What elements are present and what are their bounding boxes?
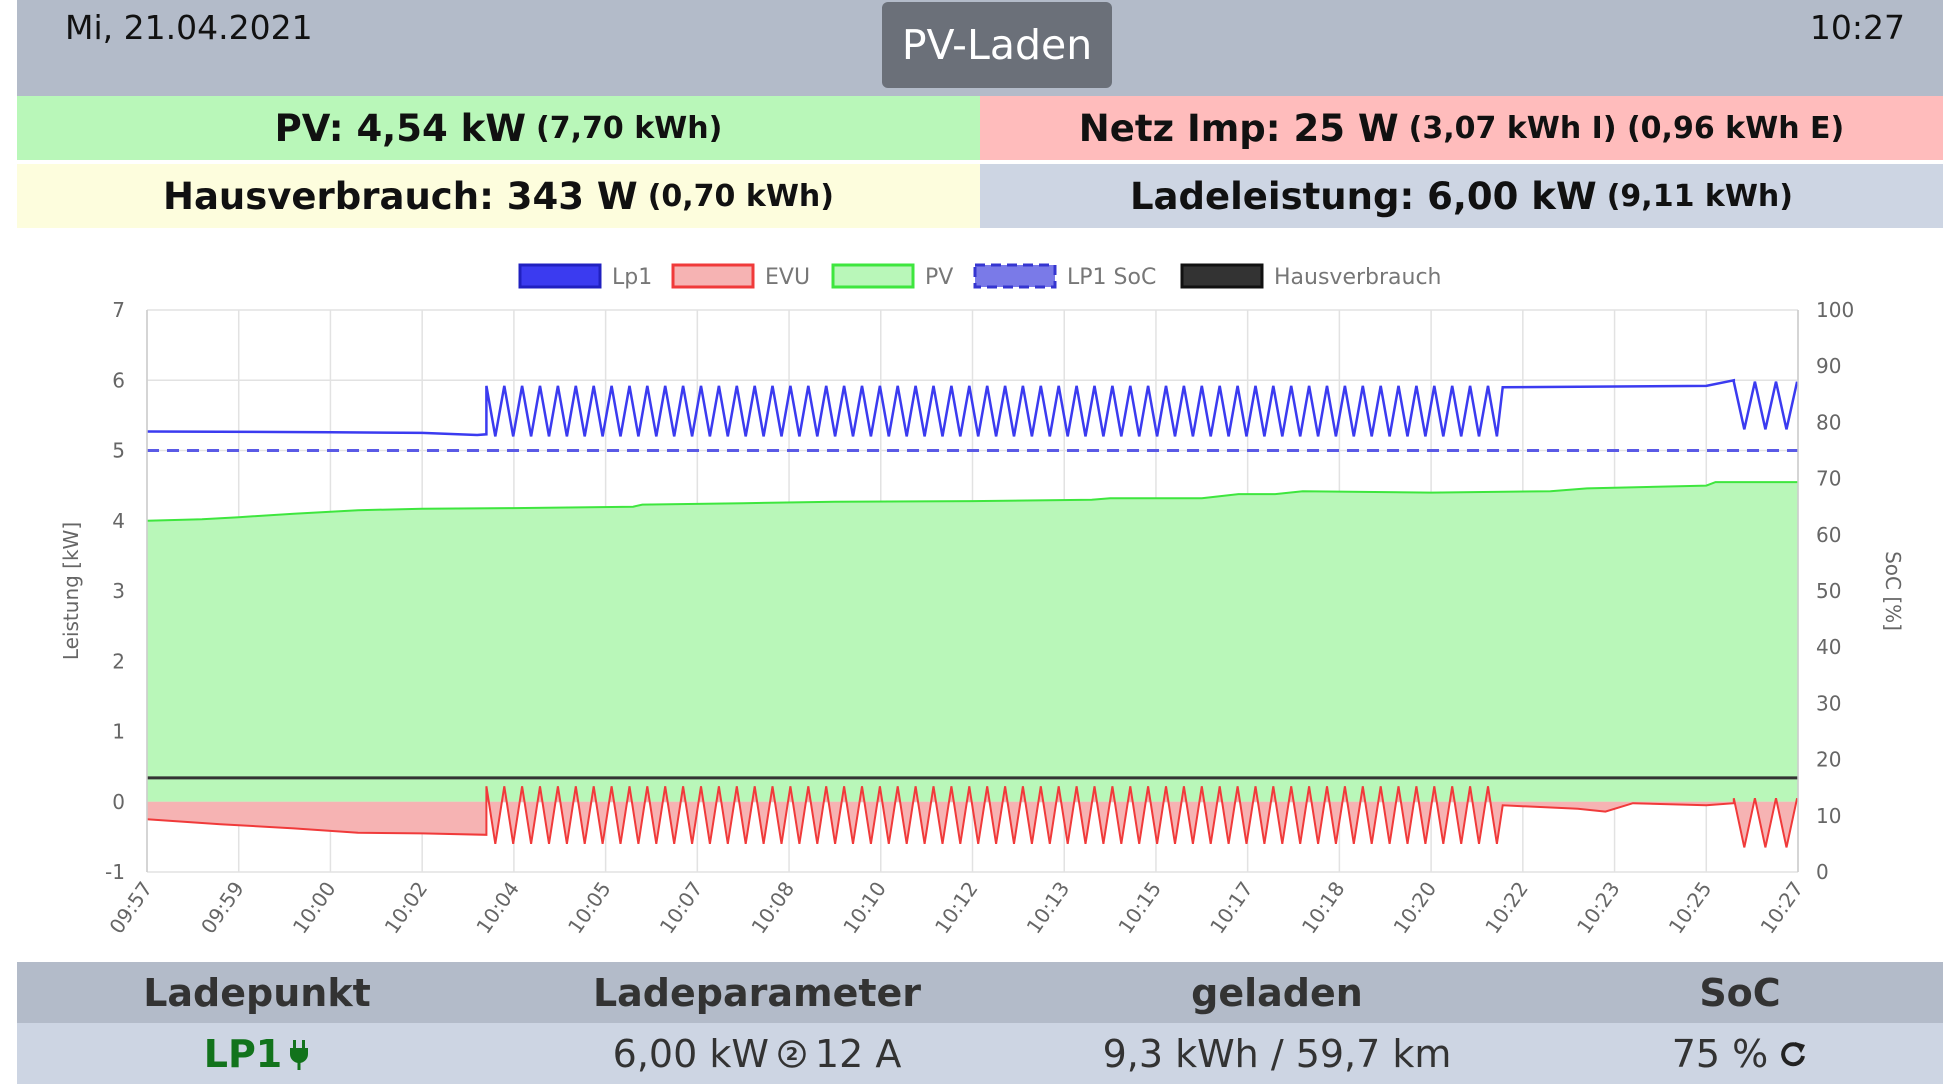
charge-parameters: 6,00 kW 2 12 A xyxy=(497,1023,1017,1084)
x-tick-label: 10:05 xyxy=(563,877,616,938)
pv-line xyxy=(146,481,1798,522)
charged-energy: 9,3 kWh / 59,7 km xyxy=(1102,1031,1452,1076)
house-summary: Hausverbrauch: 343 W (0,70 kWh) xyxy=(17,164,980,228)
x-tick-label: 09:59 xyxy=(196,877,249,938)
x-tick-label: 10:27 xyxy=(1755,877,1808,938)
y-tick-label-right: 50 xyxy=(1816,579,1841,603)
header-ladeparameter: Ladeparameter xyxy=(592,970,922,1015)
charge-mode-button[interactable]: PV-Laden xyxy=(882,2,1112,88)
pv-area xyxy=(147,482,1798,802)
date-label: Mi, 21.04.2021 xyxy=(65,8,313,47)
y-tick-label-right: 70 xyxy=(1816,467,1841,491)
x-tick-label: 10:00 xyxy=(288,877,341,938)
y-tick-label-right: 10 xyxy=(1816,804,1841,828)
y-tick-label-left: 6 xyxy=(112,368,125,392)
header-geladen: geladen xyxy=(1191,970,1363,1015)
chargepoint-label: LP1 xyxy=(203,1031,283,1076)
x-tick-label: 10:17 xyxy=(1205,877,1258,938)
grid-summary: Netz Imp: 25 W (3,07 kWh I) (0,96 kWh E) xyxy=(980,96,1943,160)
svg-text:2: 2 xyxy=(786,1044,799,1065)
y-tick-label-right: 90 xyxy=(1816,354,1841,378)
top-bar: Mi, 21.04.2021 PV-Laden 10:27 xyxy=(17,0,1943,96)
charge-summary: Ladeleistung: 6,00 kW (9,11 kWh) xyxy=(980,164,1943,228)
x-tick-label: 10:02 xyxy=(380,877,433,938)
x-tick-label: 10:20 xyxy=(1388,877,1441,938)
chargepoint-name[interactable]: LP1 xyxy=(17,1023,497,1084)
soc-cell: 75 % xyxy=(1537,1023,1943,1084)
charge-energy: (9,11 kWh) xyxy=(1606,178,1794,214)
legend-label: PV xyxy=(925,265,953,290)
x-tick-label: 10:25 xyxy=(1664,877,1717,938)
legend-label: LP1 SoC xyxy=(1067,265,1156,290)
evu-line xyxy=(146,786,1799,848)
y-tick-label-right: 20 xyxy=(1816,748,1841,772)
y-tick-label-left: 2 xyxy=(112,649,125,673)
legend-swatch xyxy=(671,263,755,289)
chargepoint-table-header: Ladepunkt Ladeparameter geladen SoC xyxy=(17,962,1943,1023)
refresh-icon[interactable] xyxy=(1778,1039,1808,1069)
x-tick-label: 10:08 xyxy=(746,877,799,938)
y-tick-label-left: 3 xyxy=(112,579,125,603)
time-label: 10:27 xyxy=(1809,8,1905,47)
x-tick-label: 10:04 xyxy=(471,877,524,938)
legend-label: EVU xyxy=(765,265,810,290)
x-tick-label: 09:57 xyxy=(104,877,157,938)
x-tick-label: 10:10 xyxy=(838,877,891,938)
y-tick-label-left: 1 xyxy=(112,720,125,744)
legend-swatch xyxy=(831,263,915,289)
y-tick-label-left: 5 xyxy=(112,439,125,463)
y-axis-label-right: SoC [%] xyxy=(1881,551,1905,631)
house-power: Hausverbrauch: 343 W xyxy=(163,174,638,218)
pv-power: PV: 4,54 kW xyxy=(274,106,527,150)
y-axis-label-left: Leistung [kW] xyxy=(59,522,83,660)
y-tick-label-left: 0 xyxy=(112,790,125,814)
house-energy: (0,70 kWh) xyxy=(647,178,834,214)
chargepoint-row[interactable]: LP1 6,00 kW 2 12 A 9,3 kWh / 59,7 km 75 … xyxy=(17,1023,1943,1084)
pv-summary: PV: 4,54 kW (7,70 kWh) xyxy=(17,96,980,160)
lp1-line xyxy=(146,378,1799,437)
x-tick-label: 10:07 xyxy=(655,877,708,938)
y-tick-label-left: -1 xyxy=(105,860,125,884)
legend-swatch xyxy=(518,263,602,289)
y-tick-label-right: 30 xyxy=(1816,691,1841,715)
plug-icon xyxy=(288,1038,310,1070)
y-tick-label-right: 100 xyxy=(1816,298,1854,322)
circled-two-icon: 2 xyxy=(777,1039,807,1069)
y-tick-label-left: 4 xyxy=(112,509,125,533)
x-tick-label: 10:15 xyxy=(1113,877,1166,938)
charge-param-current: 12 A xyxy=(814,1031,902,1076)
legend-swatch xyxy=(973,263,1057,289)
y-tick-label-left: 7 xyxy=(112,298,125,322)
x-tick-label: 10:13 xyxy=(1022,877,1075,938)
x-tick-label: 10:18 xyxy=(1297,877,1350,938)
header-soc: SoC xyxy=(1699,970,1781,1015)
charge-power: Ladeleistung: 6,00 kW xyxy=(1129,174,1597,218)
legend-swatch xyxy=(1180,263,1264,289)
y-tick-label-right: 80 xyxy=(1816,410,1841,434)
x-tick-label: 10:12 xyxy=(930,877,983,938)
legend-label: Hausverbrauch xyxy=(1274,265,1442,290)
legend-label: Lp1 xyxy=(612,265,652,290)
charge-param-power: 6,00 kW xyxy=(612,1031,769,1076)
grid-energy: (3,07 kWh I) (0,96 kWh E) xyxy=(1408,110,1845,146)
soc-value: 75 % xyxy=(1671,1031,1769,1076)
grid-power: Netz Imp: 25 W xyxy=(1078,106,1399,150)
pv-energy: (7,70 kWh) xyxy=(536,110,723,146)
x-tick-label: 10:22 xyxy=(1480,877,1533,938)
x-tick-label: 10:23 xyxy=(1572,877,1625,938)
y-tick-label-right: 0 xyxy=(1816,860,1829,884)
y-tick-label-right: 60 xyxy=(1816,523,1841,547)
header-ladepunkt: Ladepunkt xyxy=(143,970,371,1015)
y-tick-label-right: 40 xyxy=(1816,635,1841,659)
